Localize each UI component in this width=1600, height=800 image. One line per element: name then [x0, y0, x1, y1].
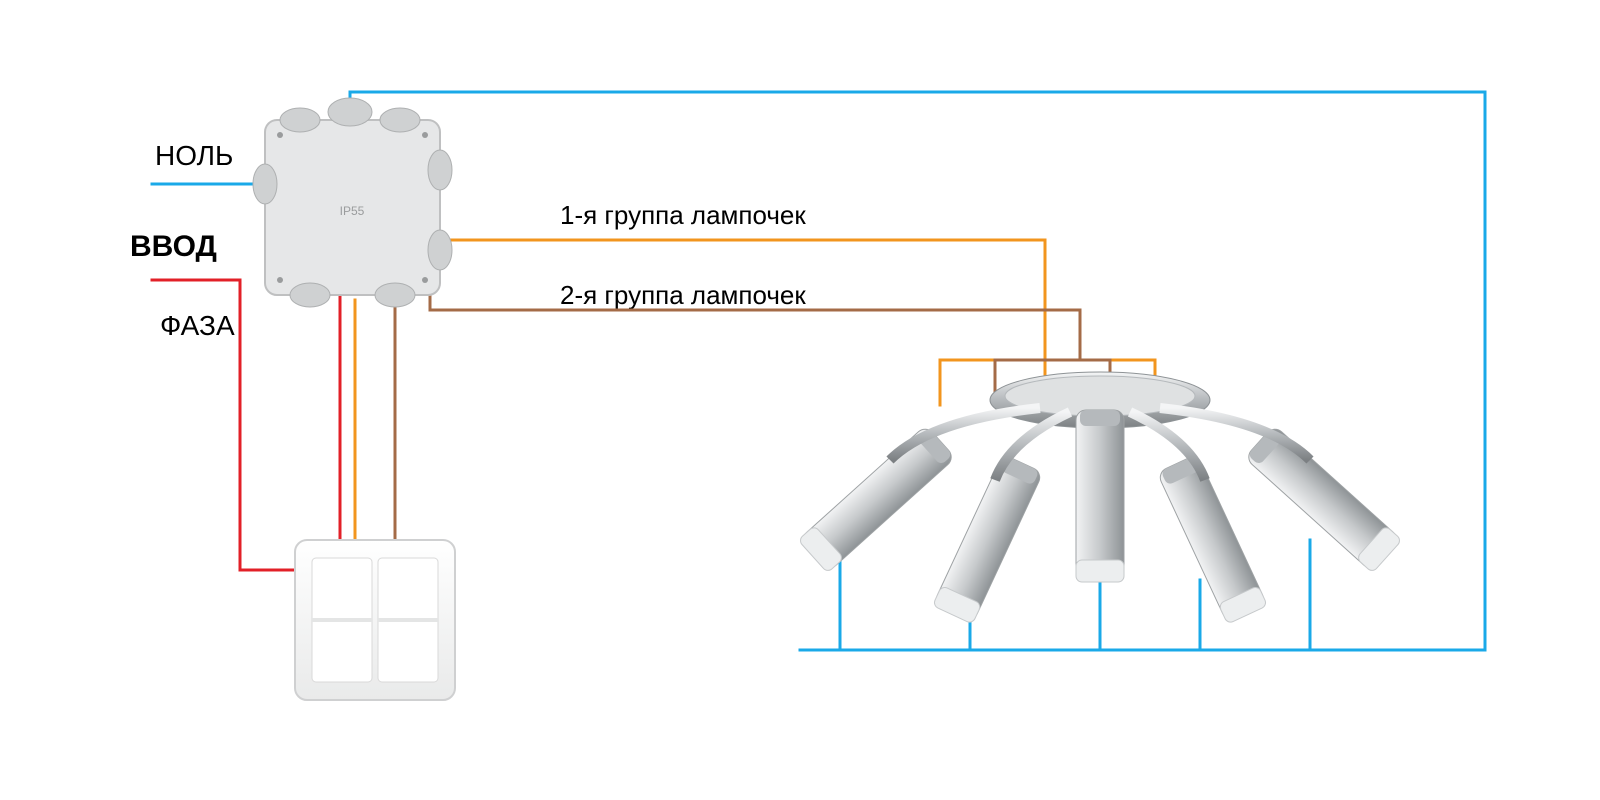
label-group1: 1-я группа лампочек — [560, 200, 806, 231]
label-phase: ФАЗА — [160, 310, 235, 342]
double-switch — [295, 540, 455, 700]
wire-group2-tap2 — [1080, 360, 1110, 390]
label-input: ВВОД — [130, 230, 217, 264]
label-group2: 2-я группа лампочек — [560, 280, 806, 311]
junction-box: IP55 — [253, 98, 452, 307]
wire-group1-tap3 — [1045, 360, 1155, 390]
wire-neutral-out — [350, 92, 1485, 650]
label-neutral: НОЛЬ — [155, 140, 233, 172]
wiring-diagram: IP55 — [0, 0, 1600, 800]
wire-group2-tap1 — [995, 360, 1080, 395]
chandelier — [798, 372, 1402, 624]
wire-group1-tap1 — [940, 360, 1045, 405]
svg-text:IP55: IP55 — [340, 204, 365, 218]
